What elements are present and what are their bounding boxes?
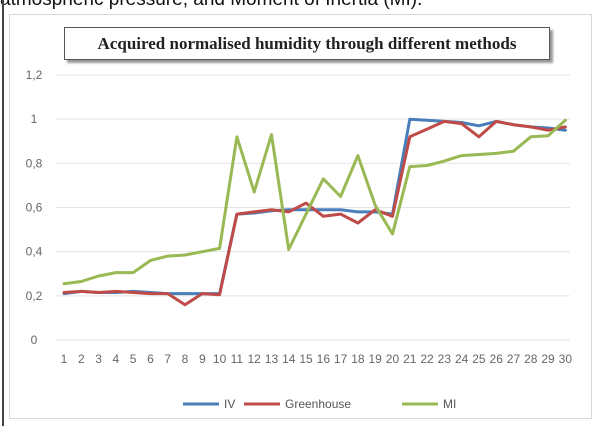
series-line-mi [62,118,567,286]
x-tick-label: 22 [420,352,434,366]
x-tick-label: 24 [455,352,469,366]
x-tick-label: 8 [182,352,189,366]
figure-caption: atmospheric pressure, and Moment of Iner… [0,0,607,11]
x-tick-label: 17 [334,352,348,366]
x-tick-label: 13 [265,352,279,366]
y-tick-label: 0,6 [26,201,43,215]
x-tick-label: 14 [282,352,296,366]
x-tick-label: 16 [317,352,331,366]
x-tick-label: 1 [61,352,68,366]
y-tick-label: 0,4 [26,245,43,259]
series-lines [62,117,567,307]
x-tick-label: 9 [199,352,206,366]
x-tick-label: 7 [164,352,171,366]
y-tick-label: 0,2 [26,289,43,303]
x-tick-label: 5 [130,352,137,366]
x-tick-label: 19 [369,352,383,366]
y-tick-label: 1 [31,112,38,126]
legend: IV Greenhouse MI [183,397,456,411]
x-tick-label: 23 [438,352,452,366]
y-tick-label: 0,8 [26,156,43,170]
y-axis-ticks: 0 0,2 0,4 0,6 0,8 1 1,2 [26,68,43,347]
x-tick-label: 26 [490,352,504,366]
chart-title: Acquired normalised humidity through dif… [97,33,517,53]
chart-title-box: Acquired normalised humidity through dif… [64,27,550,60]
x-tick-label: 20 [386,352,400,366]
legend-label: IV [224,397,235,411]
page-edge-line [2,0,4,426]
x-tick-label: 6 [147,352,154,366]
legend-label: MI [443,397,456,411]
x-tick-label: 28 [524,352,538,366]
x-tick-label: 3 [95,352,102,366]
x-tick-label: 29 [541,352,555,366]
x-tick-label: 18 [351,352,365,366]
x-tick-label: 12 [247,352,261,366]
x-tick-label: 25 [472,352,486,366]
x-tick-label: 2 [78,352,85,366]
x-tick-label: 15 [299,352,313,366]
y-tick-label: 0 [31,333,38,347]
y-tick-label: 1,2 [26,68,43,82]
x-tick-label: 4 [113,352,120,366]
x-tick-label: 27 [507,352,521,366]
legend-label: Greenhouse [285,397,351,411]
series-line-greenhouse [62,119,567,307]
x-axis-ticks: 1 2 3 4 5 6 7 8 9 10 11 12 13 14 15 16 17 18 19 20 21 22 23 24 2… [61,352,573,366]
x-tick-label: 21 [403,352,417,366]
x-tick-label: 30 [559,352,573,366]
x-tick-label: 11 [231,352,244,366]
x-tick-label: 10 [213,352,227,366]
chart-frame [9,14,592,419]
